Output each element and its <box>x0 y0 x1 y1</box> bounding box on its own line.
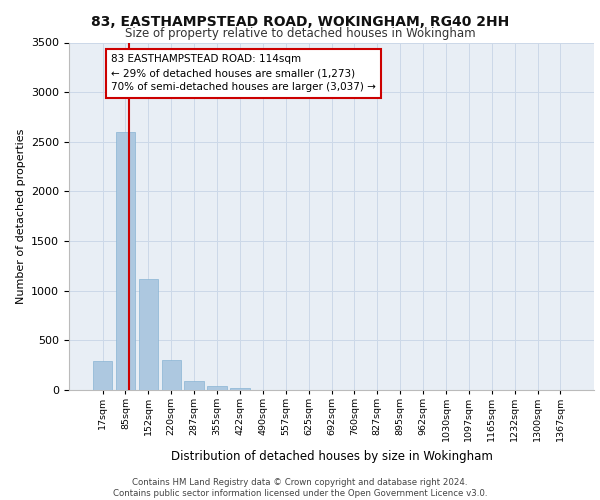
Bar <box>139 279 158 390</box>
Text: Contains HM Land Registry data © Crown copyright and database right 2024.
Contai: Contains HM Land Registry data © Crown c… <box>113 478 487 498</box>
Bar <box>184 381 204 390</box>
Text: 83 EASTHAMPSTEAD ROAD: 114sqm
← 29% of detached houses are smaller (1,273)
70% o: 83 EASTHAMPSTEAD ROAD: 114sqm ← 29% of d… <box>111 54 376 92</box>
Bar <box>161 360 181 390</box>
Bar <box>230 388 250 390</box>
Bar <box>208 386 227 390</box>
Y-axis label: Number of detached properties: Number of detached properties <box>16 128 26 304</box>
Text: 83, EASTHAMPSTEAD ROAD, WOKINGHAM, RG40 2HH: 83, EASTHAMPSTEAD ROAD, WOKINGHAM, RG40 … <box>91 15 509 29</box>
Bar <box>116 132 135 390</box>
Bar <box>93 361 112 390</box>
X-axis label: Distribution of detached houses by size in Wokingham: Distribution of detached houses by size … <box>170 450 493 462</box>
Text: Size of property relative to detached houses in Wokingham: Size of property relative to detached ho… <box>125 28 475 40</box>
